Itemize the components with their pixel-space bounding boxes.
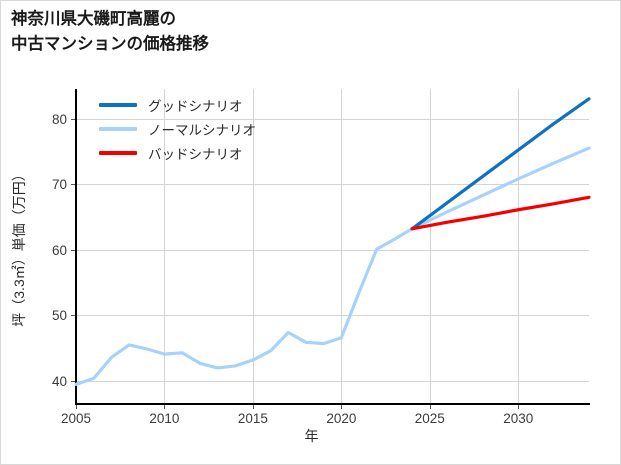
x-axis-line [75, 403, 590, 405]
title-line-2: 中古マンションの価格推移 [11, 35, 209, 53]
gridline-horizontal [76, 315, 589, 316]
gridline-vertical [430, 89, 431, 404]
y-tick-mark [71, 184, 76, 185]
legend-color-swatch [99, 151, 137, 155]
legend-item-label: グッドシナリオ [148, 99, 243, 114]
plot-background [76, 89, 589, 404]
y-axis-title-text: 坪（3.3㎡）単価（万円） [11, 166, 27, 327]
x-tick-label: 2010 [149, 411, 180, 426]
legend-color-swatch [99, 127, 137, 131]
x-tick-mark [518, 404, 519, 409]
gridline-vertical [253, 89, 254, 404]
gridline-horizontal [76, 184, 589, 185]
series-line [410, 97, 591, 231]
y-tick-label: 80 [51, 111, 67, 127]
y-tick-mark [71, 119, 76, 120]
legend-item[interactable]: グッドシナリオ [99, 93, 309, 117]
y-tick-mark [71, 381, 76, 382]
plot-area [71, 89, 591, 409]
x-tick-mark [341, 404, 342, 409]
series-line [74, 146, 591, 386]
y-tick-mark [71, 315, 76, 316]
gridline-horizontal [76, 381, 589, 382]
series-line [410, 195, 591, 231]
y-tick-label: 60 [51, 242, 67, 258]
gridline-vertical [341, 89, 342, 404]
chart-lines [74, 97, 591, 386]
x-tick-mark [76, 404, 77, 409]
y-axis-line [75, 89, 77, 404]
legend-item-label: バッドシナリオ [148, 147, 243, 162]
gridline-horizontal [76, 250, 589, 251]
y-tick-label: 50 [51, 308, 67, 324]
y-tick-mark [71, 250, 76, 251]
legend-color-swatch [99, 103, 137, 107]
x-tick-label: 2005 [60, 411, 92, 426]
legend-item[interactable]: ノーマルシナリオ [99, 117, 309, 141]
legend-item[interactable]: バッドシナリオ [99, 141, 309, 165]
x-tick-mark [430, 404, 431, 409]
page-title: 神奈川県大磯町高麗の 中古マンションの価格推移 [11, 7, 611, 57]
x-axis-title: 年 [304, 428, 319, 444]
x-tick-mark [253, 404, 254, 409]
chart-legend: グッドシナリオ ノーマルシナリオ バッドシナリオ [99, 93, 309, 165]
x-tick-label: 2015 [237, 411, 268, 426]
legend-item-label: ノーマルシナリオ [148, 123, 256, 138]
x-tick-label: 2020 [326, 411, 357, 426]
gridline-vertical [164, 89, 165, 404]
x-tick-label: 2030 [503, 411, 534, 426]
y-axis-title: 坪（3.3㎡）単価（万円） [7, 89, 31, 404]
x-tick-label: 2025 [414, 411, 445, 426]
title-line-1: 神奈川県大磯町高麗の [11, 10, 176, 28]
gridline-horizontal [76, 119, 589, 120]
y-tick-label: 40 [51, 374, 67, 390]
y-tick-label: 70 [51, 177, 67, 193]
x-tick-mark [164, 404, 165, 409]
gridline-vertical [518, 89, 519, 404]
